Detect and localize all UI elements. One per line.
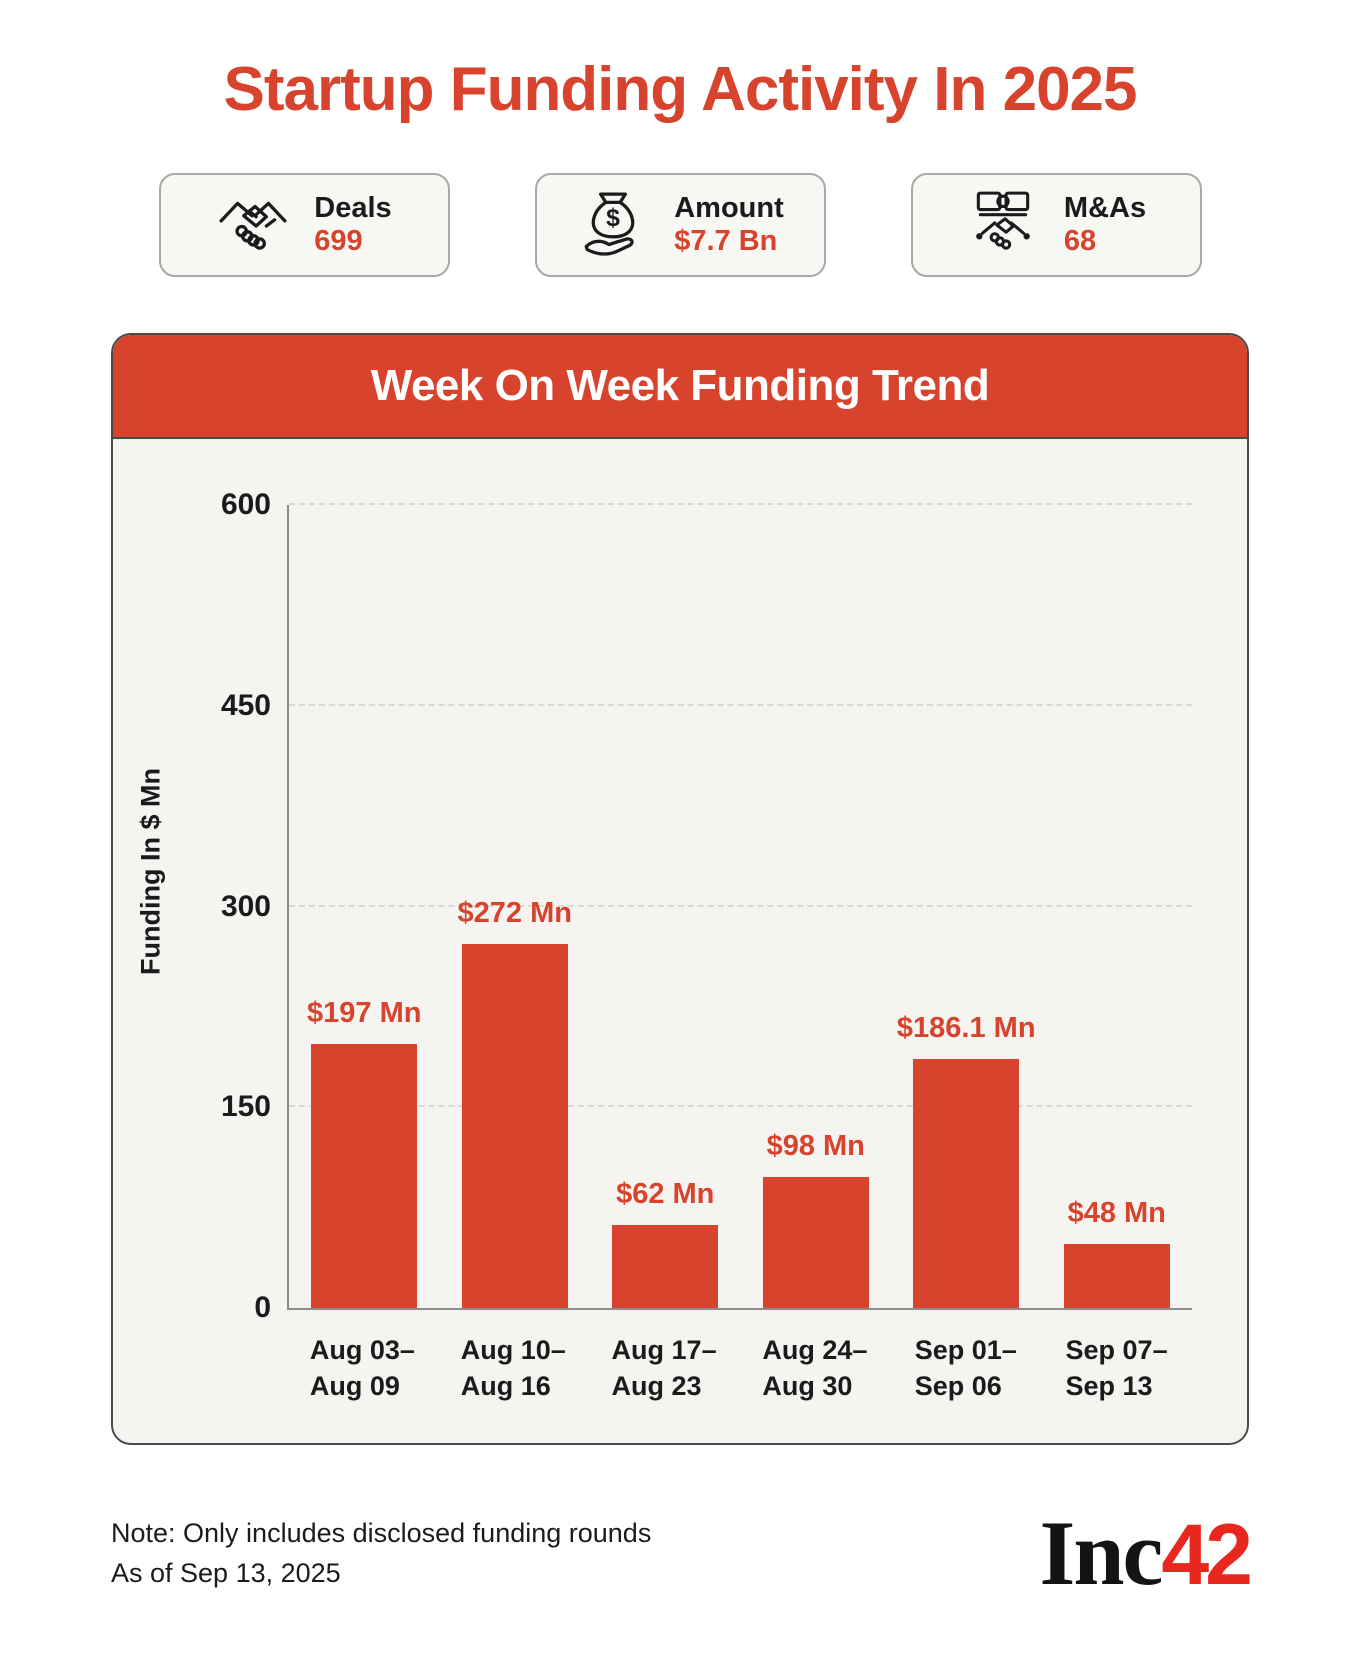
- bar: [913, 1058, 1020, 1308]
- stat-card-text: Deals 699: [314, 192, 391, 259]
- bar: [311, 1044, 418, 1308]
- stat-value: $7.7 Bn: [674, 225, 778, 257]
- chart-panel: Week On Week Funding Trend Funding In $ …: [111, 333, 1249, 1445]
- footnote-line-1: Note: Only includes disclosed funding ro…: [111, 1517, 652, 1548]
- gridline: [289, 503, 1192, 505]
- stat-label: Amount: [674, 191, 784, 224]
- x-axis-label: Aug 17– Aug 23: [611, 1335, 717, 1402]
- plot-area: 0 150 300 450 600 $197 Mn $272 Mn $62 Mn $98 Mn $…: [221, 488, 1192, 1324]
- bar-value-label: $98 Mn: [766, 1129, 865, 1162]
- money-bag-hand-icon: $: [584, 192, 635, 256]
- x-axis-label: Aug 24– Aug 30: [762, 1335, 868, 1402]
- bar-slot: $62 Mn: [590, 505, 741, 1308]
- bar-value-label: $186.1 Mn: [896, 1011, 1036, 1044]
- x-axis-label: Sep 01– Sep 06: [914, 1335, 1017, 1402]
- stat-card-text: M&As 68: [1064, 192, 1146, 259]
- bar-value-label: $197 Mn: [307, 997, 422, 1030]
- x-labels-row: Aug 03– Aug 09 Aug 10– Aug 16 Aug 17– Aug …: [287, 1332, 1192, 1405]
- bar-value-label: $272 Mn: [457, 896, 572, 929]
- bar: [762, 1176, 869, 1308]
- inc42-logo: Inc 42: [1039, 1502, 1253, 1604]
- gridline: [289, 1105, 1192, 1108]
- y-axis-tick: 0: [254, 1291, 271, 1324]
- stat-value: 699: [314, 225, 363, 257]
- footer: Note: Only includes disclosed funding ro…: [111, 1502, 1253, 1604]
- x-axis-label: Aug 10– Aug 16: [460, 1335, 566, 1402]
- y-axis-tick: 150: [220, 1090, 271, 1124]
- bar: [612, 1225, 719, 1308]
- chart-title: Week On Week Funding Trend: [370, 361, 990, 410]
- x-axis-label: Sep 07– Sep 13: [1065, 1335, 1168, 1402]
- footnote: Note: Only includes disclosed funding ro…: [111, 1513, 651, 1594]
- bar: [461, 943, 568, 1308]
- gridline: [289, 703, 1192, 706]
- svg-text:$: $: [606, 205, 620, 232]
- stat-card-mas: M&As 68: [910, 173, 1202, 277]
- handshake-icon: [219, 201, 287, 250]
- bar-slot: $272 Mn: [440, 505, 591, 1308]
- bar-value-label: $48 Mn: [1067, 1196, 1166, 1229]
- stat-card-deals: Deals 699: [158, 173, 450, 277]
- stat-card-amount: $ Amount $7.7 Bn: [534, 173, 826, 277]
- x-axis-label: Aug 03– Aug 09: [309, 1335, 415, 1402]
- chart-panel-header: Week On Week Funding Trend: [113, 335, 1247, 439]
- inc42-logo-inc: Inc: [1039, 1502, 1164, 1604]
- footnote-line-2: As of Sep 13, 2025: [111, 1558, 341, 1588]
- bar-slot: $48 Mn: [1042, 505, 1193, 1308]
- y-axis-tick: 600: [220, 488, 271, 521]
- y-axis-tick: 300: [220, 889, 271, 923]
- merger-puzzle-handshake-icon: [976, 191, 1030, 250]
- bar-slot: $197 Mn: [289, 505, 440, 1308]
- stat-label: M&As: [1063, 191, 1147, 224]
- chart-panel-body: Funding In $ Mn 0 150 300 450 600 $197 Mn $272…: [113, 488, 1247, 1443]
- y-axis-title: Funding In $ Mn: [135, 768, 166, 975]
- inc42-logo-42: 42: [1161, 1507, 1253, 1603]
- page-title: Startup Funding Activity In 2025: [223, 55, 1137, 124]
- bar-value-label: $62 Mn: [616, 1178, 715, 1211]
- bar-slot: $186.1 Mn: [891, 505, 1042, 1308]
- y-axis-tick: 450: [220, 688, 271, 722]
- stat-value: 68: [1063, 225, 1097, 257]
- stat-label: Deals: [314, 191, 392, 224]
- stat-cards-row: Deals 699 $ Amount $7.7 Bn: [0, 173, 1360, 277]
- bar-slot: $98 Mn: [741, 505, 892, 1308]
- bar: [1063, 1243, 1170, 1308]
- bars-row: $197 Mn $272 Mn $62 Mn $98 Mn $186.1 Mn $48 M…: [289, 505, 1192, 1308]
- stat-card-text: Amount $7.7 Bn: [674, 192, 784, 259]
- gridline: [289, 904, 1192, 907]
